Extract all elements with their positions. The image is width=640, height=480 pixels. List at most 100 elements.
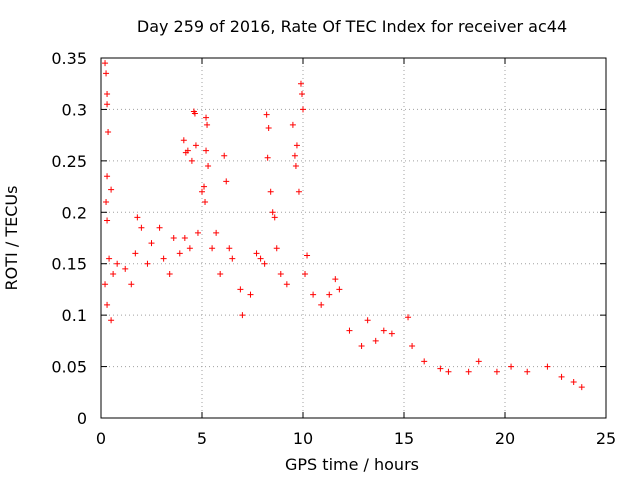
data-point — [264, 154, 271, 161]
data-point — [283, 281, 290, 288]
data-point — [170, 235, 177, 241]
data-point — [134, 214, 141, 221]
data-point — [292, 163, 299, 169]
data-point — [493, 368, 500, 375]
data-point — [304, 252, 311, 259]
data-point — [166, 271, 173, 277]
chart-title: Day 259 of 2016, Rate Of TEC Index for r… — [137, 17, 567, 36]
data-point — [346, 327, 353, 334]
x-tick-label: 25 — [596, 429, 616, 448]
data-point — [570, 379, 577, 385]
x-tick-labels: 0 5 10 15 20 25 — [96, 429, 616, 448]
data-point — [578, 384, 585, 391]
data-point — [437, 365, 444, 372]
data-point — [144, 260, 151, 267]
data-point — [544, 363, 551, 370]
data-point — [409, 343, 416, 349]
data-point — [297, 80, 304, 87]
x-tick-label: 5 — [197, 429, 207, 448]
data-point — [160, 255, 167, 262]
data-point — [191, 110, 198, 117]
data-point — [102, 281, 109, 288]
data-point — [475, 358, 482, 365]
data-point — [199, 188, 205, 195]
x-tick-label: 15 — [394, 429, 414, 448]
data-point — [445, 368, 452, 375]
data-point — [102, 60, 109, 67]
data-point — [184, 147, 191, 154]
data-point — [106, 255, 113, 262]
data-point — [257, 255, 264, 262]
data-point — [203, 114, 210, 121]
data-point — [293, 142, 300, 149]
data-point — [237, 286, 244, 293]
data-point — [104, 91, 111, 97]
data-point — [524, 368, 531, 375]
plot-frame — [100, 57, 607, 419]
data-point — [156, 224, 163, 231]
data-point — [132, 250, 139, 257]
x-tick-label: 20 — [495, 429, 515, 448]
data-point — [194, 229, 201, 236]
data-point — [247, 291, 254, 298]
data-point — [261, 260, 268, 267]
y-tick-label: 0.3 — [62, 100, 87, 119]
data-point — [203, 147, 210, 154]
data-point — [318, 301, 325, 308]
x-tick-label: 0 — [96, 429, 106, 448]
data-point — [277, 271, 284, 277]
data-point — [253, 250, 260, 257]
y-tick-label: 0.25 — [51, 152, 87, 171]
axis-ticks — [100, 57, 607, 419]
y-tick-label: 0.15 — [51, 255, 87, 274]
data-point — [558, 373, 565, 380]
data-point — [114, 260, 121, 267]
data-point — [223, 178, 230, 185]
data-point — [372, 337, 379, 344]
data-point — [295, 188, 302, 195]
data-point — [104, 301, 111, 308]
data-point — [180, 137, 187, 144]
data-point — [388, 330, 395, 337]
data-point — [104, 101, 111, 108]
data-point — [289, 121, 296, 128]
data-point — [205, 163, 212, 169]
data-point — [269, 209, 276, 216]
data-point — [229, 255, 236, 262]
data-point — [108, 317, 115, 324]
data-point — [108, 186, 115, 193]
data-point — [310, 291, 317, 298]
data-point — [263, 111, 270, 118]
grid — [101, 58, 606, 418]
data-point — [300, 106, 306, 113]
data-point — [273, 245, 280, 252]
x-tick-label: 10 — [293, 429, 313, 448]
y-tick-label: 0.2 — [62, 203, 87, 222]
data-point — [465, 368, 472, 375]
data-point — [104, 173, 111, 180]
data-point — [508, 363, 515, 370]
data-point — [148, 240, 155, 247]
y-tick-label: 0.1 — [62, 306, 87, 325]
data-point — [122, 265, 129, 272]
data-point — [103, 70, 110, 77]
y-tick-label: 0.35 — [51, 49, 87, 68]
data-point — [221, 152, 228, 159]
data-point — [358, 343, 365, 349]
y-axis-label: ROTI / TECUs — [2, 186, 21, 291]
data-point — [202, 199, 209, 205]
data-point — [213, 229, 220, 236]
data-point — [138, 224, 145, 231]
data-point — [176, 250, 183, 257]
data-point — [291, 152, 298, 159]
y-tick-labels: 0 0.05 0.1 0.15 0.2 0.25 0.3 0.35 — [51, 49, 87, 428]
data-point — [405, 314, 412, 321]
data-point — [186, 245, 193, 252]
data-point — [188, 157, 195, 164]
data-point — [105, 129, 112, 136]
data-point — [364, 317, 371, 324]
data-point — [192, 142, 199, 149]
data-point — [217, 271, 224, 277]
data-points — [102, 60, 585, 391]
